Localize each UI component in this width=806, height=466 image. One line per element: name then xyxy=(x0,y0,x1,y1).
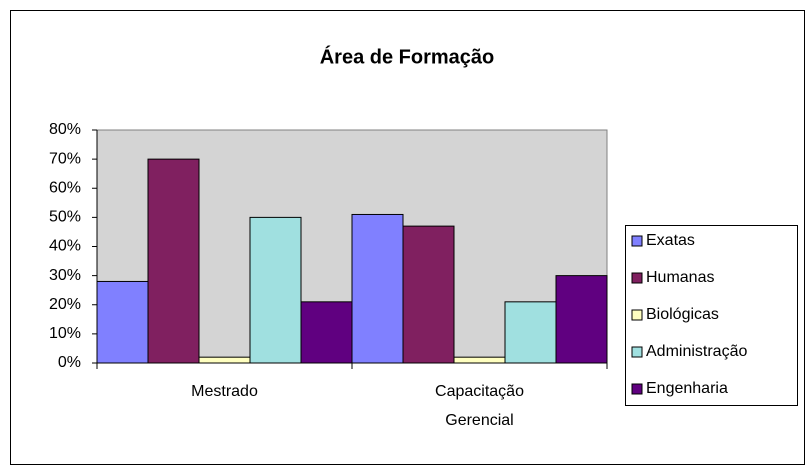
y-tick-label: 10% xyxy=(49,325,81,342)
chart: Área de Formação 0% 10% 20% 30% 40% 50% 60% 70%… xyxy=(0,0,806,466)
y-tick-label: 20% xyxy=(49,296,81,313)
bar xyxy=(352,214,403,363)
legend-swatch xyxy=(632,273,642,283)
legend-swatch xyxy=(632,310,642,320)
y-tick-label: 40% xyxy=(49,238,81,255)
y-tick-label: 80% xyxy=(49,121,81,138)
bar xyxy=(556,276,607,363)
legend-label: Engenharia xyxy=(646,380,728,397)
chart-title: Área de Formação xyxy=(320,45,495,68)
legend-label: Humanas xyxy=(646,269,714,286)
bar xyxy=(505,302,556,363)
bar xyxy=(454,357,505,363)
bar xyxy=(250,217,301,363)
bar xyxy=(148,159,199,363)
bar xyxy=(301,302,352,363)
x-tick-label: Mestrado xyxy=(191,383,258,400)
legend-label: Exatas xyxy=(646,232,695,249)
y-tick-label: 50% xyxy=(49,209,81,226)
bar xyxy=(97,281,148,363)
y-tick-label: 0% xyxy=(58,354,81,371)
y-tick-label: 70% xyxy=(49,150,81,167)
legend-label: Administração xyxy=(646,343,747,360)
legend-label: Biológicas xyxy=(646,306,719,323)
legend-swatch xyxy=(632,236,642,246)
bar xyxy=(403,226,454,363)
legend-swatch xyxy=(632,347,642,357)
bar xyxy=(199,357,250,363)
legend-swatch xyxy=(632,384,642,394)
y-tick-label: 60% xyxy=(49,179,81,196)
y-tick-label: 30% xyxy=(49,267,81,284)
